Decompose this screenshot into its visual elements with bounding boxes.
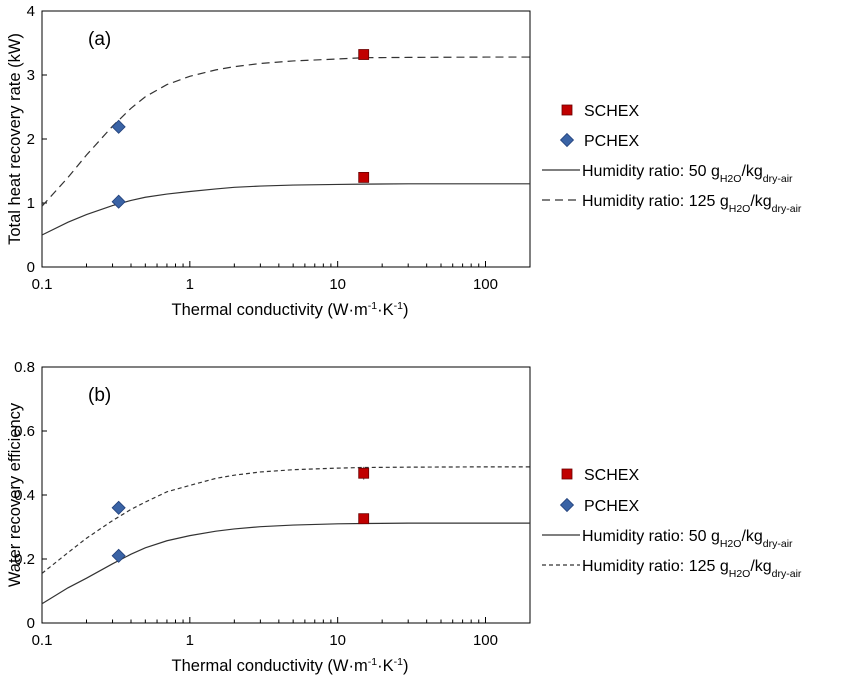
legend-label: Humidity ratio: 50 gH2O/kgdry-air [582, 528, 793, 550]
x-axis-title: Thermal conductivity (W·m-1·K-1) [172, 300, 409, 319]
legend-text: Humidity ratio: 125 g [582, 558, 729, 575]
legend-sub: H2O [729, 203, 751, 215]
legend-item-pchex: PCHEX [559, 132, 639, 150]
legend-sub: H2O [720, 173, 742, 185]
y-tick-label: 0.2 [14, 551, 35, 568]
x-axis-title-end: ) [403, 657, 409, 675]
x-axis-title-base: Thermal conductivity (W·m [172, 301, 368, 319]
legend-label: PCHEX [584, 498, 639, 515]
x-axis-title-sup: -1 [394, 300, 403, 312]
y-axis-title: Water recovery efficiency [6, 402, 24, 587]
y-tick-label: 1 [27, 195, 35, 212]
panel-label: (a) [88, 29, 111, 50]
legend-item-humidity-125: Humidity ratio: 125 gH2O/kgdry-air [542, 193, 802, 215]
legend-marker-pchex [559, 132, 575, 148]
legend-text: PCHEX [584, 498, 639, 515]
legend-marker-schex [561, 468, 573, 480]
legend-text: PCHEX [584, 133, 639, 150]
y-tick-label: 0 [27, 259, 35, 276]
legend-marker-schex [561, 104, 573, 116]
y-tick-label: 3 [27, 67, 35, 84]
data-point-schex [358, 171, 370, 183]
data-point-pchex [111, 119, 126, 134]
x-tick-label: 1 [186, 276, 194, 293]
legend-item-schex: SCHEX [561, 467, 639, 484]
y-tick-label: 2 [27, 131, 35, 148]
legend-sub: dry-air [772, 568, 802, 580]
legend-mid: /kg [741, 163, 762, 180]
series-line-humidity-125 [41, 56, 530, 207]
legend-mid: /kg [750, 193, 771, 210]
x-axis-title-end: ) [403, 301, 409, 319]
legend-label: Humidity ratio: 125 gH2O/kgdry-air [582, 193, 802, 215]
legend-sub: dry-air [772, 203, 802, 215]
data-point-pchex [111, 194, 126, 209]
x-tick-label: 100 [473, 276, 498, 293]
legend-label: Humidity ratio: 50 gH2O/kgdry-air [582, 163, 793, 185]
legend-item-humidity-50: Humidity ratio: 50 gH2O/kgdry-air [542, 163, 793, 185]
x-axis-title-base: Thermal conductivity (W·m [172, 657, 368, 675]
series-line-humidity-125 [41, 466, 530, 574]
legend-mid: /kg [750, 558, 771, 575]
legend-mid: /kg [741, 528, 762, 545]
y-tick-label: 0.4 [14, 487, 35, 504]
legend-item-humidity-50: Humidity ratio: 50 gH2O/kgdry-air [542, 528, 793, 550]
data-point-pchex [111, 500, 126, 515]
series-line-humidity-50 [41, 183, 530, 236]
x-axis-title-mid: ·K [377, 657, 394, 675]
legend-sub: dry-air [763, 173, 793, 185]
x-axis-title-sup: -1 [394, 656, 403, 668]
plot-area [41, 366, 531, 624]
panel-label: (b) [88, 385, 111, 406]
legend-text: Humidity ratio: 125 g [582, 193, 729, 210]
y-tick-label: 0.8 [14, 359, 35, 376]
legend-item-pchex: PCHEX [559, 497, 639, 515]
y-tick-label: 4 [27, 3, 35, 20]
legend-text: Humidity ratio: 50 g [582, 528, 720, 545]
legend-sub: H2O [720, 538, 742, 550]
plot-area [41, 10, 531, 268]
x-axis-title-sup: -1 [368, 656, 377, 668]
legend-text: Humidity ratio: 50 g [582, 163, 720, 180]
legend-sub: dry-air [763, 538, 793, 550]
y-axis-title: Total heat recovery rate (kW) [6, 33, 24, 245]
legend-label: Humidity ratio: 125 gH2O/kgdry-air [582, 558, 802, 580]
legend-label: PCHEX [584, 133, 639, 150]
legend-text: SCHEX [584, 103, 639, 120]
x-tick-label: 0.1 [32, 632, 53, 649]
x-tick-label: 0.1 [32, 276, 53, 293]
legend-text: SCHEX [584, 467, 639, 484]
x-tick-label: 10 [329, 632, 346, 649]
x-axis-title-sup: -1 [368, 300, 377, 312]
y-tick-label: 0 [27, 615, 35, 632]
chart-panel-b: 0 0.2 0.4 0.6 0.8 0.1 1 10 100 Thermal conductivi… [6, 359, 802, 675]
x-tick-label: 10 [329, 276, 346, 293]
data-point-pchex [111, 548, 126, 563]
legend-marker-pchex [559, 497, 575, 513]
series-line-humidity-50 [41, 522, 530, 605]
x-axis-title: Thermal conductivity (W·m-1·K-1) [172, 656, 409, 675]
legend-label: SCHEX [584, 103, 639, 120]
data-point-schex [358, 513, 370, 525]
x-tick-label: 100 [473, 632, 498, 649]
data-point-schex [358, 467, 370, 479]
x-axis-title-mid: ·K [377, 301, 394, 319]
legend-item-humidity-125: Humidity ratio: 125 gH2O/kgdry-air [542, 558, 802, 580]
data-point-schex [358, 49, 370, 60]
legend-label: SCHEX [584, 467, 639, 484]
legend-sub: H2O [729, 568, 751, 580]
y-tick-label: 0.6 [14, 423, 35, 440]
x-tick-label: 1 [186, 632, 194, 649]
legend-item-schex: SCHEX [561, 103, 639, 120]
